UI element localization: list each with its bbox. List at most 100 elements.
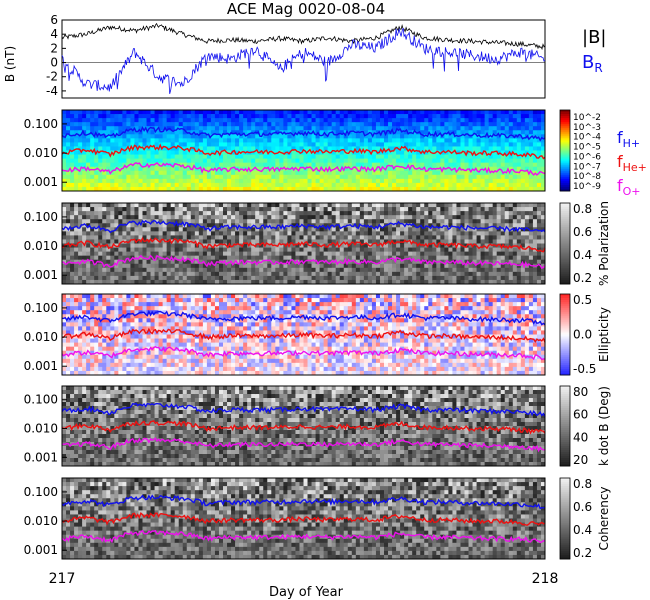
- spectrogram-cell: [114, 263, 119, 269]
- spectrogram-cell: [110, 170, 115, 176]
- spectrogram-cell: [404, 227, 409, 232]
- spectrogram-cell: [194, 126, 200, 131]
- spectrogram-cell: [420, 114, 425, 119]
- colorbar-segment: [560, 132, 570, 135]
- spectrogram-cell: [110, 134, 115, 139]
- spectrogram-cell: [94, 174, 99, 180]
- spectrogram-cell: [532, 203, 538, 208]
- spectrogram-cell: [327, 231, 333, 236]
- spectrogram-cell: [170, 138, 176, 143]
- spectrogram-cell: [311, 174, 316, 180]
- spectrogram-cell: [536, 110, 542, 115]
- spectrogram-cell: [424, 275, 429, 281]
- spectrogram-cell: [452, 154, 457, 159]
- spectrogram-cell: [416, 239, 421, 244]
- spectrogram-cell: [416, 142, 421, 147]
- spectrogram-cell: [331, 142, 337, 147]
- spectrogram-cell: [420, 126, 425, 131]
- spectrogram-cell: [396, 271, 401, 277]
- spectrogram-cell: [82, 162, 87, 168]
- spectrogram-cell: [444, 247, 449, 252]
- spectrogram-cell: [138, 251, 143, 257]
- spectrogram-cell: [520, 275, 526, 281]
- spectrogram-cell: [110, 255, 115, 261]
- spectrogram-cell: [210, 227, 216, 232]
- spectrogram-cell: [323, 259, 329, 265]
- spectrogram-cell: [275, 170, 280, 176]
- spectrogram-cell: [436, 211, 441, 216]
- spectrogram-cell: [243, 259, 248, 265]
- colorbar-segment: [560, 156, 570, 159]
- spectrogram-cell: [102, 271, 107, 277]
- spectrogram-cell: [476, 203, 482, 208]
- spectrogram-cell: [335, 110, 341, 115]
- spectrogram-cell: [303, 203, 308, 208]
- spectrogram-cell: [448, 239, 453, 244]
- spectrogram-cell: [98, 219, 103, 224]
- spectrogram-cell: [388, 150, 393, 155]
- spectrogram-cell: [504, 186, 510, 192]
- spectrogram-cell: [275, 154, 280, 159]
- spectrogram-cell: [243, 271, 248, 277]
- spectrogram-cell: [379, 142, 385, 147]
- spectrogram-cell: [307, 122, 312, 127]
- spectrogram-cell: [170, 247, 176, 252]
- spectrogram-cell: [520, 134, 526, 139]
- colorbar-segment: [560, 203, 570, 206]
- spectrogram-cell: [287, 207, 292, 212]
- spectrogram-cell: [90, 223, 95, 228]
- spectrogram-cell: [472, 231, 477, 236]
- spectrogram-cell: [62, 235, 67, 240]
- spectrogram-cell: [540, 235, 546, 240]
- spectrogram-cell: [347, 162, 353, 168]
- spectrogram-cell: [516, 138, 522, 143]
- spectrogram-cell: [227, 134, 232, 139]
- spectrogram-cell: [66, 118, 71, 123]
- spectrogram-cell: [404, 154, 409, 159]
- spectrogram-cell: [436, 203, 441, 208]
- spectrogram-cell: [154, 275, 159, 281]
- spectrogram-cell: [464, 215, 469, 220]
- spectrogram-cell: [428, 275, 433, 281]
- spectrogram-cell: [520, 118, 526, 123]
- spectrogram-cell: [267, 259, 272, 265]
- spectrogram-cell: [335, 126, 341, 131]
- spectrogram-cell: [235, 138, 240, 143]
- spectrogram-cell: [70, 162, 75, 168]
- spectrogram-cell: [436, 110, 441, 115]
- spectrogram-cell: [528, 178, 534, 184]
- spectrogram-cell: [363, 215, 369, 220]
- spectrogram-cell: [343, 251, 349, 257]
- spectrogram-cell: [496, 255, 502, 261]
- spectrogram-cell: [440, 154, 445, 159]
- spectrogram-cell: [110, 182, 115, 188]
- spectrogram-cell: [223, 211, 228, 216]
- spectrogram-cell: [210, 130, 216, 135]
- spectrogram-cell: [214, 231, 220, 236]
- spectrogram-cell: [178, 211, 184, 216]
- spectrogram-cell: [500, 235, 506, 240]
- colorbar-tick-label: 10^-8: [573, 172, 601, 182]
- spectrogram-cell: [452, 267, 457, 273]
- spectrogram-cell: [460, 118, 465, 123]
- spectrogram-cell: [122, 207, 127, 212]
- spectrogram-cell: [162, 118, 168, 123]
- spectrogram-cell: [492, 126, 498, 131]
- spectrogram-cell: [388, 239, 393, 244]
- spectrogram-cell: [259, 275, 264, 281]
- spectrogram-cell: [74, 162, 79, 168]
- spectrogram-cell: [218, 114, 224, 119]
- spectrogram-cell: [396, 203, 401, 208]
- spectrogram-cell: [335, 271, 341, 277]
- spectrogram-cell: [500, 122, 506, 127]
- spectrogram-cell: [371, 235, 377, 240]
- spectrogram-cell: [114, 271, 119, 277]
- spectrogram-cell: [174, 223, 180, 228]
- spectrogram-cell: [66, 322, 71, 327]
- spectrogram-cell: [190, 255, 196, 261]
- spectrogram-cell: [492, 174, 498, 180]
- spectrogram-cell: [206, 182, 212, 188]
- spectrogram-cell: [231, 203, 236, 208]
- spectrogram-cell: [162, 271, 168, 277]
- spectrogram-cell: [436, 235, 441, 240]
